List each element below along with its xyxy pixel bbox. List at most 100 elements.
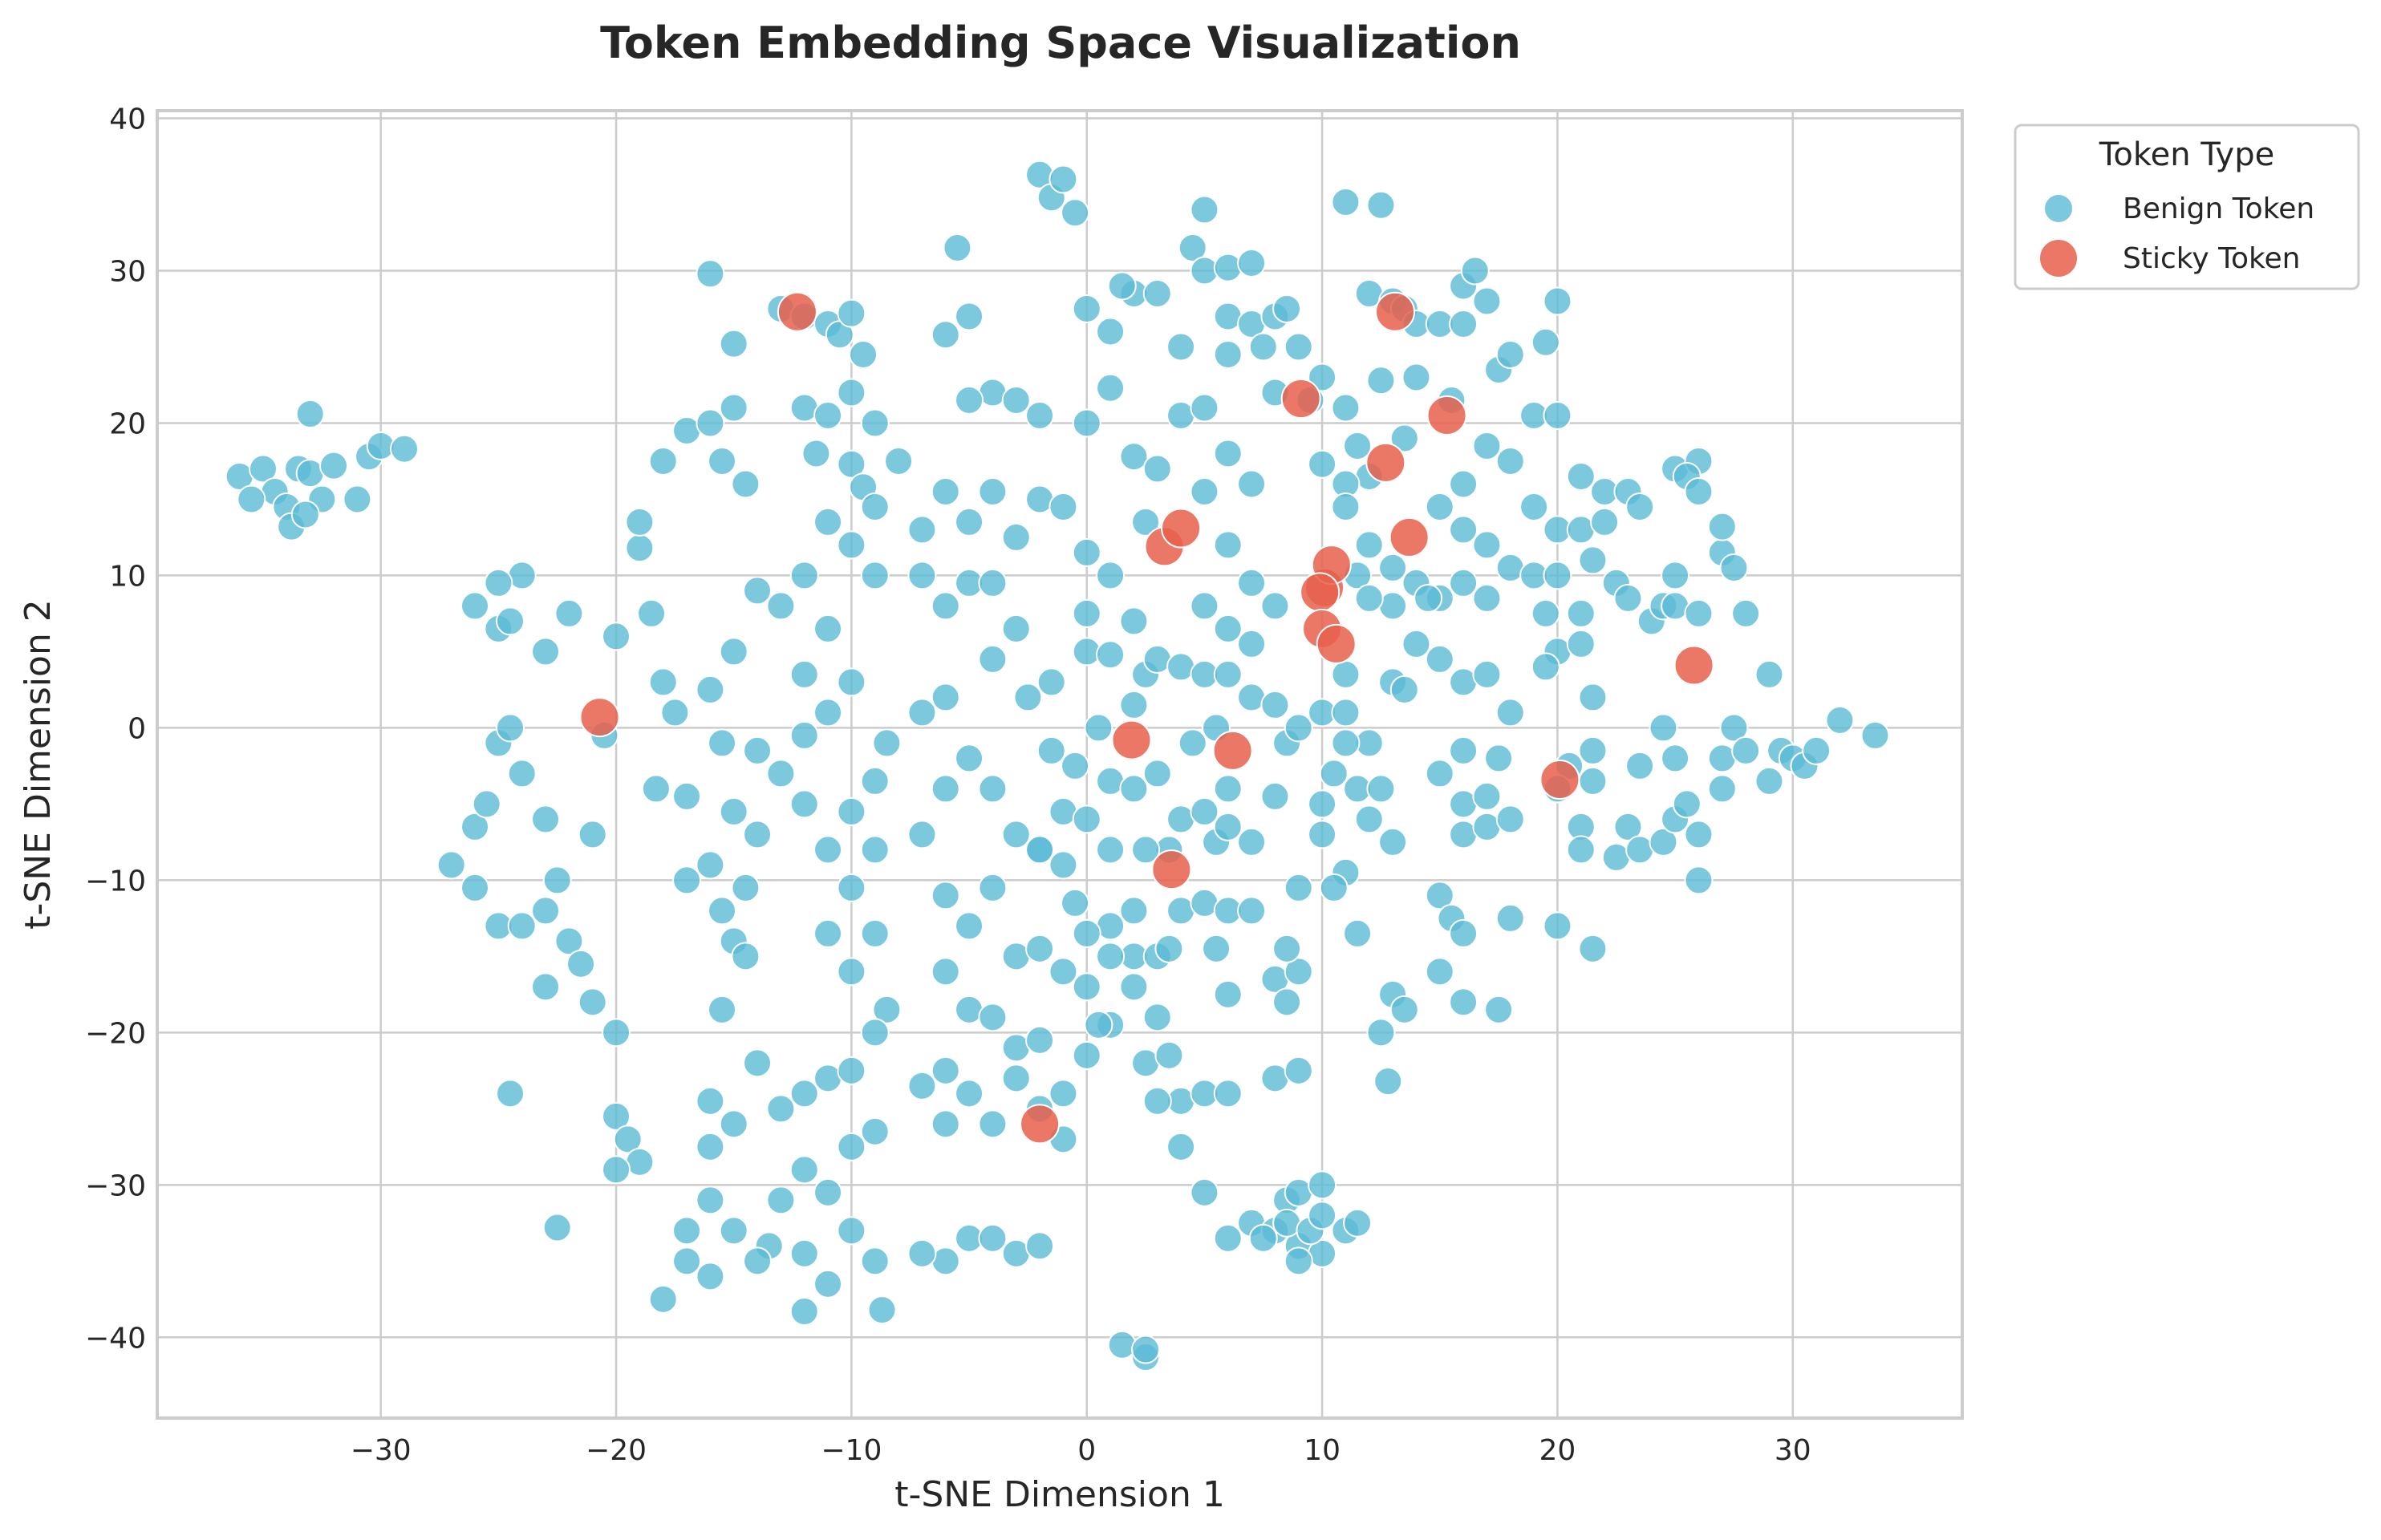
x-tick-label: −10	[821, 1434, 882, 1467]
benign-token-point	[1001, 522, 1031, 552]
benign-token-point	[1449, 469, 1478, 499]
benign-token-point	[1272, 934, 1302, 963]
benign-token-point	[1190, 1177, 1219, 1207]
benign-token-point	[1308, 820, 1337, 849]
benign-token-point	[1166, 332, 1196, 362]
benign-token-point	[849, 339, 878, 369]
benign-token-point	[955, 744, 984, 773]
benign-token-point	[1119, 442, 1149, 472]
benign-token-point	[641, 774, 671, 804]
benign-token-point	[1025, 835, 1055, 865]
sticky-token-point	[1280, 379, 1321, 419]
benign-token-point	[1072, 294, 1101, 323]
benign-token-point	[978, 476, 1008, 506]
benign-token-point	[1661, 744, 1690, 773]
sticky-token-point	[1365, 442, 1406, 483]
benign-token-points	[225, 160, 1890, 1372]
benign-token-point	[1401, 629, 1431, 659]
benign-token-point	[1578, 736, 1608, 765]
benign-token-point	[1754, 659, 1784, 689]
x-tick-label: −20	[586, 1434, 647, 1467]
benign-token-point	[837, 1056, 866, 1085]
benign-token-point	[1119, 972, 1149, 1002]
benign-token-point	[837, 796, 866, 826]
benign-token-point	[1119, 690, 1149, 719]
benign-token-point	[931, 320, 960, 350]
benign-token-point	[1343, 1208, 1373, 1238]
benign-token-point	[1449, 568, 1478, 598]
benign-token-point	[1625, 751, 1655, 780]
benign-token-point	[672, 865, 702, 895]
benign-token-point	[907, 515, 937, 545]
legend-marker-sticky	[2038, 238, 2079, 278]
benign-token-point	[1131, 1335, 1161, 1364]
benign-token-point	[496, 713, 525, 743]
benign-token-point	[1142, 1086, 1172, 1116]
benign-token-point	[955, 385, 984, 415]
x-axis-ticks: −30 −20 −10 0 10 20 30	[351, 1434, 1811, 1467]
benign-token-point	[1001, 614, 1031, 643]
benign-token-point	[1025, 934, 1055, 963]
benign-token-point	[837, 298, 866, 328]
benign-token-point	[789, 1079, 819, 1108]
benign-token-point	[1860, 720, 1890, 750]
benign-token-point	[1684, 865, 1714, 895]
benign-token-point	[613, 1125, 643, 1154]
benign-token-point	[1389, 995, 1419, 1024]
benign-token-point	[1331, 187, 1361, 217]
benign-token-point	[1707, 512, 1737, 541]
benign-token-point	[1178, 728, 1207, 758]
benign-token-point	[1119, 774, 1149, 804]
benign-token-point	[1284, 332, 1313, 362]
benign-token-point	[531, 804, 561, 834]
benign-token-point	[1519, 492, 1549, 521]
benign-token-point	[1025, 1025, 1055, 1055]
benign-token-point	[1366, 190, 1396, 220]
legend-label-benign: Benign Token	[2123, 192, 2314, 225]
benign-token-point	[860, 561, 890, 590]
benign-token-point	[1449, 309, 1478, 338]
benign-token-point	[1566, 835, 1596, 865]
benign-token-point	[907, 1238, 937, 1268]
benign-token-point	[955, 911, 984, 941]
sticky-token-point	[1161, 508, 1202, 549]
benign-token-point	[1142, 1003, 1172, 1032]
benign-token-point	[931, 881, 960, 910]
benign-token-point	[1531, 327, 1560, 357]
benign-token-point	[1154, 934, 1184, 963]
benign-token-point	[1096, 373, 1126, 403]
benign-token-point	[507, 759, 537, 788]
benign-token-point	[1237, 629, 1267, 659]
sticky-token-points	[579, 291, 1714, 1145]
benign-token-point	[1425, 759, 1454, 788]
sticky-token-point	[1673, 645, 1714, 686]
benign-token-point	[1072, 972, 1101, 1002]
benign-token-point	[837, 530, 866, 560]
benign-token-point	[978, 1223, 1008, 1253]
benign-token-point	[1131, 507, 1161, 537]
benign-token-point	[978, 568, 1008, 598]
benign-token-point	[931, 1109, 960, 1139]
y-tick-label: 20	[109, 407, 146, 440]
benign-token-point	[1284, 957, 1313, 987]
benign-token-point	[531, 972, 561, 1002]
benign-token-point	[1649, 713, 1678, 743]
benign-token-point	[837, 378, 866, 407]
benign-token-point	[743, 1246, 773, 1276]
benign-token-point	[1449, 918, 1478, 948]
benign-token-point	[1213, 253, 1243, 282]
benign-token-point	[1142, 454, 1172, 484]
benign-token-point	[1308, 363, 1337, 392]
benign-token-point	[860, 1246, 890, 1276]
benign-token-point	[731, 873, 761, 902]
benign-token-point	[1825, 705, 1855, 735]
benign-token-point	[696, 850, 725, 880]
legend-title: Token Type	[2099, 136, 2274, 173]
benign-token-point	[1625, 492, 1655, 521]
benign-token-point	[1672, 789, 1702, 819]
benign-token-point	[602, 1018, 631, 1048]
benign-token-point	[1719, 553, 1749, 582]
benign-token-point	[1072, 598, 1101, 628]
benign-token-point	[1190, 476, 1219, 506]
benign-token-point	[1495, 804, 1525, 834]
